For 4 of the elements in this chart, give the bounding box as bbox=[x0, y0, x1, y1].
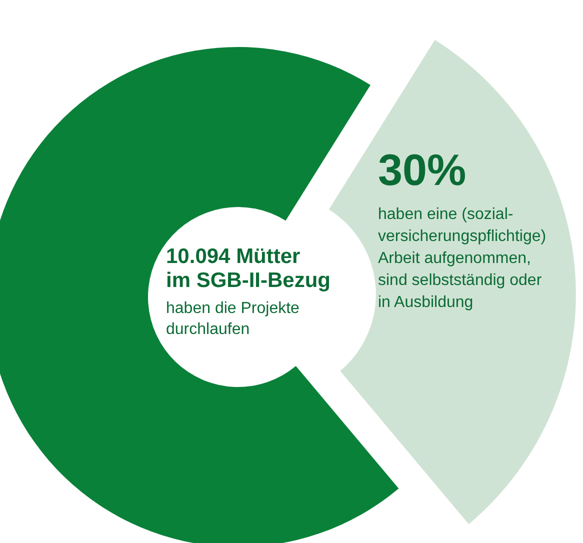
text: haben eine (sozial- versicherungspflichtige) Arbeit aufgenommen, sind selbstständig oder in Ausbildung bbox=[378, 206, 546, 311]
text: haben die Projekte durchlaufen bbox=[166, 300, 300, 338]
data-label: 30% bbox=[378, 146, 466, 195]
text: 10.094 Mütter im SGB-II-Bezug bbox=[166, 245, 331, 292]
